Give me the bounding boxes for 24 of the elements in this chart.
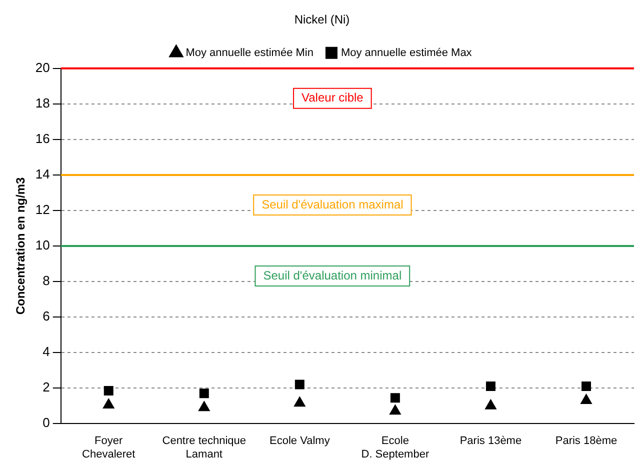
- x-tick-label: Ecole D. September: [361, 435, 430, 460]
- chart-title: Nickel (Ni): [294, 12, 350, 27]
- y-tick-label: 8: [42, 273, 50, 288]
- y-tick-label: 6: [42, 308, 50, 324]
- x-tick-label: Ecole Valmy: [270, 435, 330, 448]
- ref-line-label: Valeur cible: [302, 90, 364, 105]
- y-axis-title: Concentration en ng/m3: [14, 177, 28, 315]
- y-tick-label: 12: [35, 202, 50, 218]
- x-tick-label: Centre technique Lamant: [162, 435, 246, 460]
- ref-line-label: Seuil d'évaluation maximal: [262, 197, 404, 212]
- y-tick-label: 16: [35, 131, 50, 146]
- y-tick-label: 14: [35, 166, 50, 182]
- legend-label: Moy annuelle estimée Min: [186, 46, 314, 59]
- y-tick-label: 4: [42, 344, 50, 360]
- legend-label: Moy annuelle estimée Max: [340, 46, 472, 59]
- y-tick-label: 18: [35, 96, 50, 110]
- x-tick-label: Foyer Chevaleret: [82, 435, 136, 460]
- y-tick-label: 10: [35, 238, 50, 253]
- x-tick-label: Paris 13ème: [460, 435, 522, 448]
- ref-line-label: Seuil d'évaluation minimal: [263, 268, 402, 282]
- x-tick-label: Paris 18ème: [555, 435, 618, 448]
- y-tick-label: 0: [42, 415, 50, 430]
- y-tick-label: 2: [42, 380, 50, 395]
- y-tick-label: 20: [35, 60, 50, 75]
